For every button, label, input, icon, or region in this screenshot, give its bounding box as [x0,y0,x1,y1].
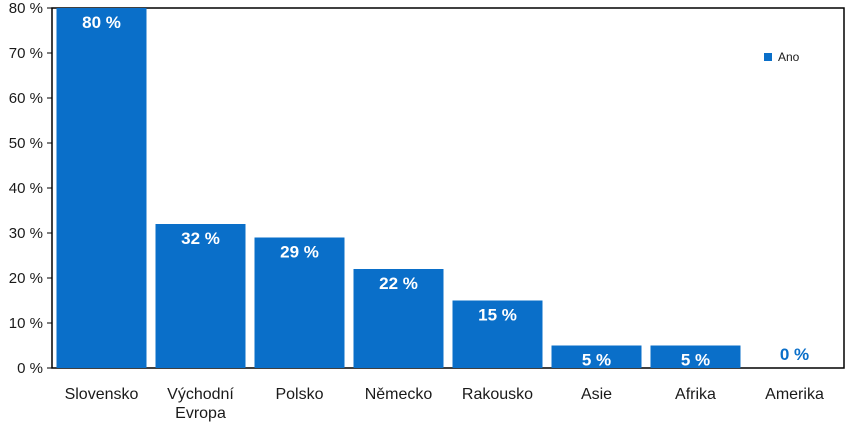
legend-label: Ano [778,50,800,64]
x-axis-labels: Slovensko Východní Evropa Polsko Německo Rako… [65,386,824,422]
data-labels: 80 % 32 % 29 % 22 % 15 % 5 % 5 % 0 % [82,13,809,370]
bar [353,269,444,368]
y-tick-label: 50 % [9,135,43,152]
y-axis-ticks: 0 % 10 % 20 % 30 % 40 % 50 % 60 % 70 % 80 % [9,0,52,377]
bar [650,345,741,368]
y-tick-label: 20 % [9,270,43,287]
bar [551,345,642,368]
x-tick-label: Slovensko [65,386,139,403]
y-tick-label: 10 % [9,315,43,332]
y-tick-label: 60 % [9,90,43,107]
data-label: 5 % [681,351,710,370]
legend-swatch [764,53,772,61]
legend: Ano [764,50,800,64]
y-tick-label: 30 % [9,225,43,242]
x-tick-label: Rakousko [462,386,533,403]
x-tick-label: Amerika [765,386,824,403]
data-label: 0 % [780,345,809,364]
data-label: 32 % [181,229,220,248]
x-tick-label: Evropa [175,405,226,422]
x-tick-label: Polsko [275,386,323,403]
x-tick-label: Německo [365,386,433,403]
y-tick-label: 80 % [9,0,43,17]
data-label: 29 % [280,243,319,262]
y-tick-label: 40 % [9,180,43,197]
x-tick-label: Afrika [675,386,716,403]
bar [452,300,543,368]
bar [56,8,147,368]
bar [254,237,345,368]
data-label: 15 % [478,306,517,325]
x-tick-label: Asie [581,386,612,403]
data-label: 80 % [82,13,121,32]
y-tick-label: 70 % [9,45,43,62]
y-tick-label: 0 % [17,360,43,377]
x-tick-label: Východní [167,386,234,403]
data-label: 5 % [582,351,611,370]
bars [56,8,741,368]
bar [155,224,246,368]
data-label: 22 % [379,274,418,293]
